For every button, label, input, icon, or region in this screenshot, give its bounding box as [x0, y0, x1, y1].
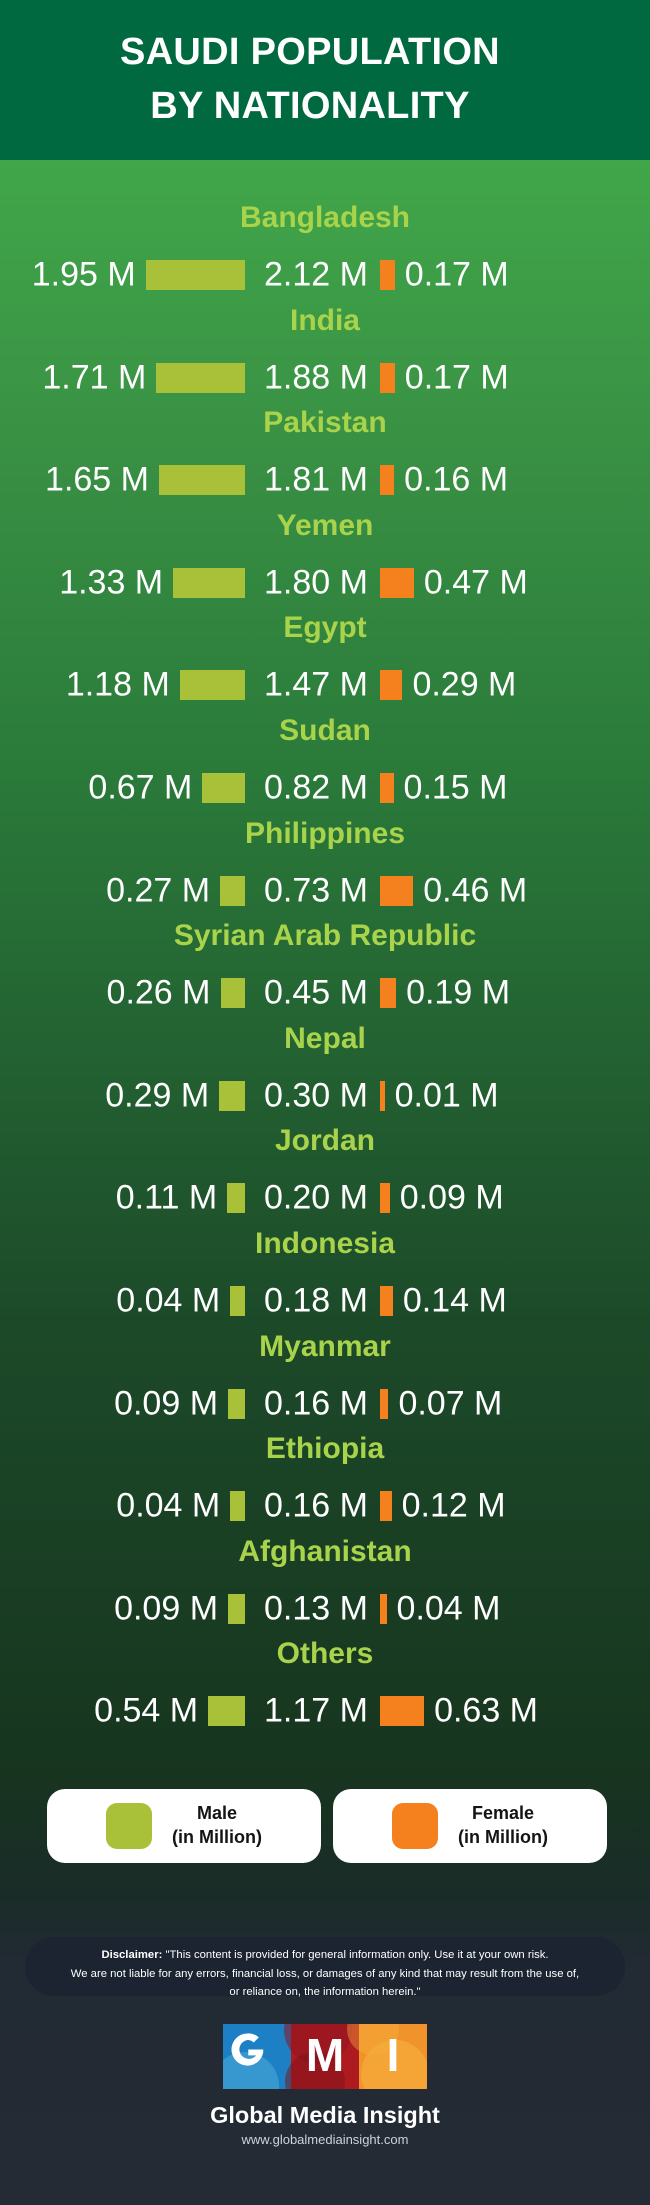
svg-text:M: M: [306, 2029, 344, 2081]
svg-text:I: I: [387, 2029, 400, 2081]
